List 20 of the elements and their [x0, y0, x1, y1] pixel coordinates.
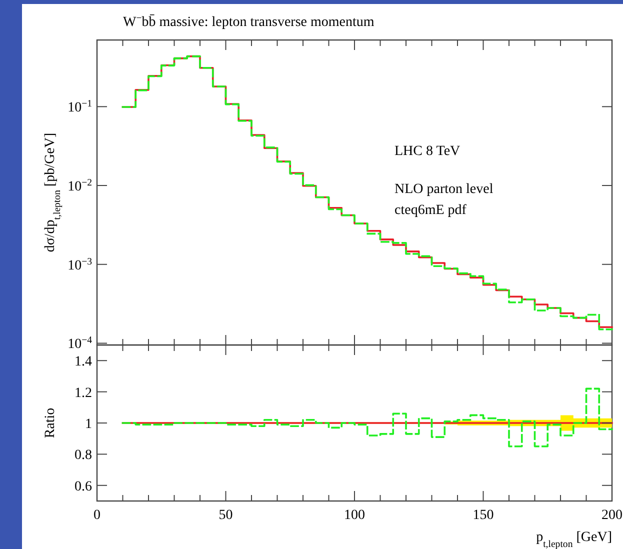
- y-tick-label: 1.4: [74, 354, 92, 370]
- annotation: cteq6mE pdf: [394, 203, 467, 218]
- y-tick-label: 10$^{−2}$: [68, 177, 92, 195]
- annotation: NLO parton level: [394, 182, 494, 197]
- x-tick-label: 100: [344, 508, 365, 523]
- y-tick-label: 1: [85, 417, 92, 432]
- y-tick-label: 0.6: [74, 479, 92, 494]
- chart-title: W$^{−}$bb̄ massive: lepton transverse momentum: [123, 12, 374, 30]
- y-tick-label: 1.2: [74, 386, 92, 401]
- annotation: LHC 8 TeV: [394, 144, 460, 159]
- y-axis-title: Ratio: [43, 408, 58, 438]
- y-tick-label: 10$^{−3}$: [68, 256, 92, 274]
- y-tick-label: 10$^{−1}$: [68, 98, 92, 116]
- x-tick-label: 200: [602, 508, 622, 523]
- x-tick-label: 150: [472, 508, 494, 523]
- x-tick-label: 50: [218, 508, 233, 523]
- y-tick-label: 10$^{−4}$: [68, 334, 92, 352]
- x-tick-label: 0: [94, 508, 100, 523]
- x-axis-title: p$_{t,lepton}$ [GeV]: [536, 530, 612, 549]
- y-tick-label: 0.8: [74, 448, 92, 464]
